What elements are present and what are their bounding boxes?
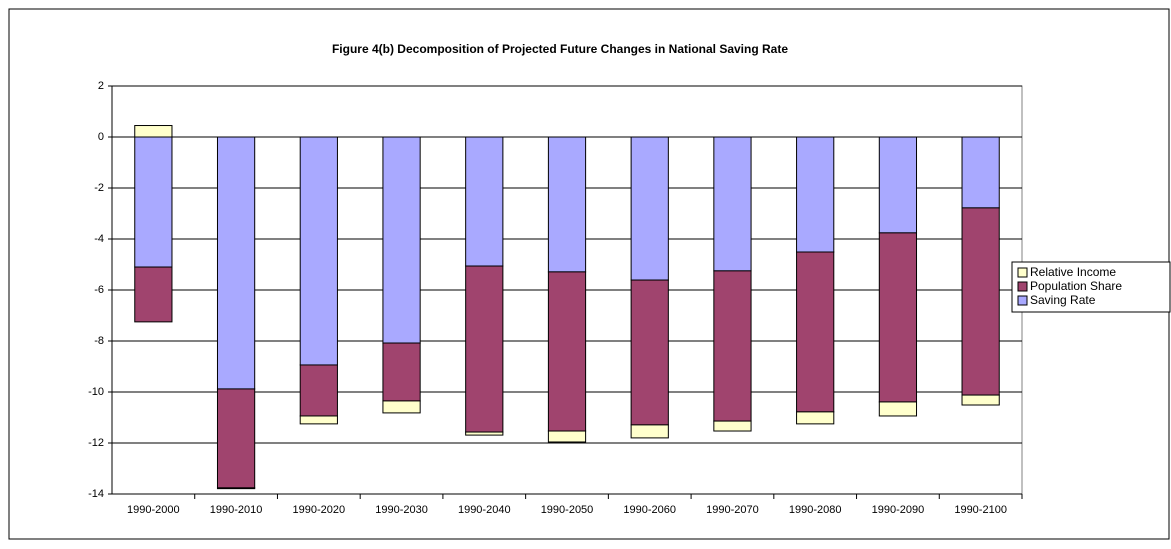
- x-tick-label: 1990-2000: [127, 504, 180, 516]
- bar-segment: [796, 411, 835, 425]
- bar-segment: [961, 136, 1000, 209]
- bar-segment: [547, 136, 587, 273]
- bar-segment: [134, 125, 173, 138]
- bar-segment: [382, 342, 421, 402]
- chart-title: Figure 4(b) Decomposition of Projected F…: [332, 42, 788, 56]
- legend-label: Population Share: [1030, 279, 1122, 293]
- bar-segment: [465, 265, 504, 433]
- bar-segment: [382, 136, 421, 344]
- y-tick-label: -4: [94, 233, 104, 245]
- x-tick-label: 1990-2020: [293, 504, 346, 516]
- y-tick-label: -6: [94, 284, 104, 296]
- x-tick-label: 1990-2060: [623, 504, 676, 516]
- bar-segment: [547, 271, 587, 432]
- bar-segment: [796, 251, 835, 413]
- bar-segment: [465, 136, 504, 267]
- bar-segment: [878, 401, 918, 417]
- bar-segment: [630, 424, 669, 439]
- bar-segment: [630, 279, 669, 426]
- bar-segment: [961, 207, 1000, 396]
- legend-swatch: [1017, 281, 1028, 292]
- legend-label: Relative Income: [1030, 265, 1116, 279]
- x-tick-label: 1990-2010: [210, 504, 263, 516]
- bar-segment: [299, 136, 338, 366]
- bar-segment: [796, 136, 835, 253]
- bar-segment: [547, 430, 587, 443]
- y-tick-label: -2: [94, 182, 104, 194]
- legend-swatch: [1017, 295, 1028, 306]
- bar-segment: [961, 394, 1000, 406]
- y-tick-label: 0: [98, 131, 104, 143]
- bar-segment: [630, 136, 669, 281]
- bar-segment: [299, 364, 338, 417]
- y-tick-label: -12: [88, 437, 104, 449]
- legend-swatch: [1017, 267, 1028, 278]
- bar-segment: [299, 415, 338, 425]
- y-tick-label: 2: [98, 80, 104, 92]
- legend-label: Saving Rate: [1030, 293, 1096, 307]
- bar-segment: [382, 400, 421, 414]
- x-tick-label: 1990-2070: [706, 504, 759, 516]
- legend-box: [1011, 261, 1171, 313]
- bar-segment: [216, 487, 256, 490]
- y-tick-label: -10: [88, 386, 104, 398]
- x-tick-label: 1990-2050: [541, 504, 594, 516]
- x-tick-label: 1990-2080: [789, 504, 842, 516]
- bar-segment: [465, 431, 504, 436]
- y-tick-label: -8: [94, 335, 104, 347]
- x-tick-label: 1990-2090: [872, 504, 925, 516]
- bar-segment: [216, 388, 256, 489]
- x-tick-label: 1990-2100: [954, 504, 1007, 516]
- bar-segment: [216, 136, 256, 390]
- bar-segment: [134, 136, 173, 268]
- bar-segment: [878, 232, 918, 403]
- bar-segment: [878, 136, 918, 234]
- bar-segment: [134, 266, 173, 323]
- x-tick-label: 1990-2040: [458, 504, 511, 516]
- x-tick-label: 1990-2030: [375, 504, 428, 516]
- bar-segment: [713, 270, 752, 422]
- y-tick-label: -14: [88, 488, 104, 500]
- bar-segment: [713, 136, 752, 272]
- bar-segment: [713, 420, 752, 432]
